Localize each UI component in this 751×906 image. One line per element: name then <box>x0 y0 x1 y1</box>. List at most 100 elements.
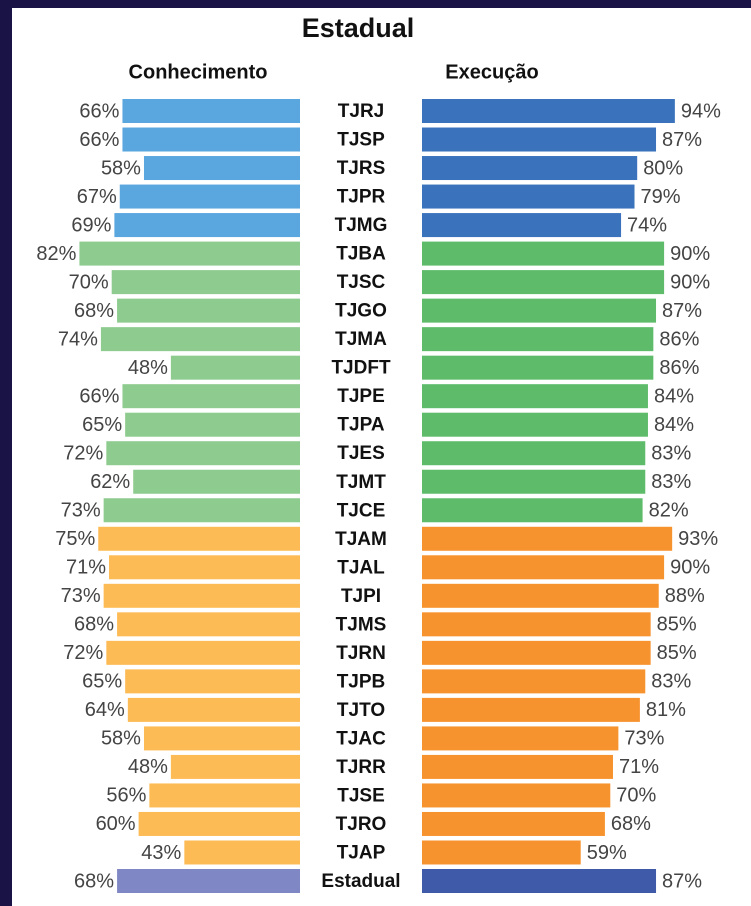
value-label: 85% <box>657 614 697 636</box>
category-label: TJMA <box>335 329 387 350</box>
value-label: 65% <box>82 671 122 693</box>
category-label: TJRS <box>337 158 386 179</box>
bar <box>422 127 657 152</box>
value-label: 69% <box>71 214 111 236</box>
bar <box>103 583 300 608</box>
bar <box>422 441 646 466</box>
category-label: TJRR <box>336 757 386 778</box>
bar <box>422 669 646 694</box>
bar <box>117 298 300 323</box>
value-label: 48% <box>128 756 168 778</box>
bar <box>422 384 648 409</box>
bar <box>106 441 300 466</box>
category-label: TJSP <box>337 130 385 151</box>
category-label: TJPE <box>337 386 385 407</box>
value-label: 90% <box>670 271 710 293</box>
bar <box>422 612 651 637</box>
value-label: 86% <box>659 357 699 379</box>
bar <box>103 498 300 523</box>
category-label: TJCE <box>337 500 386 521</box>
category-label: TJAM <box>335 529 387 550</box>
bar <box>138 811 300 836</box>
value-label: 74% <box>58 328 98 350</box>
bar <box>422 583 659 608</box>
category-label: TJMG <box>335 215 388 236</box>
bar <box>422 640 651 665</box>
value-label: 71% <box>66 557 106 579</box>
category-label: TJRJ <box>338 101 384 122</box>
value-label: 86% <box>659 328 699 350</box>
value-label: 73% <box>624 728 664 750</box>
bar <box>422 412 648 437</box>
value-label: 70% <box>616 785 656 807</box>
value-label: 68% <box>611 813 651 835</box>
value-label: 83% <box>651 443 691 465</box>
category-label: TJDFT <box>331 358 391 379</box>
bar <box>149 783 300 808</box>
bar <box>422 99 675 123</box>
bar <box>111 270 300 295</box>
category-label: TJAC <box>336 728 386 749</box>
bar <box>422 241 665 266</box>
bar <box>422 298 657 323</box>
category-label: TJRO <box>336 814 387 835</box>
category-label: TJPR <box>337 187 386 208</box>
series-header: Conhecimento <box>129 61 268 83</box>
value-label: 82% <box>649 500 689 522</box>
bar <box>117 869 300 893</box>
bar <box>127 697 300 722</box>
value-label: 87% <box>662 129 702 151</box>
value-label: 90% <box>670 243 710 265</box>
bar <box>422 327 654 352</box>
bar <box>422 840 581 865</box>
bar <box>422 498 643 523</box>
value-label: 58% <box>101 157 141 179</box>
value-label: 59% <box>587 842 627 864</box>
category-label: TJES <box>337 443 385 464</box>
category-label: TJGO <box>335 301 387 322</box>
chart-title: Estadual <box>302 13 415 43</box>
value-label: 68% <box>74 614 114 636</box>
bar <box>422 697 640 722</box>
value-label: 90% <box>670 557 710 579</box>
value-label: 58% <box>101 728 141 750</box>
bar <box>422 270 665 295</box>
category-label: TJSC <box>337 272 386 293</box>
bar <box>422 355 654 380</box>
bar <box>122 127 301 152</box>
bar <box>422 869 657 893</box>
category-label: TJPI <box>341 586 381 607</box>
value-label: 88% <box>665 585 705 607</box>
bar <box>422 156 638 181</box>
bar <box>422 783 611 808</box>
value-label: 93% <box>678 528 718 550</box>
value-label: 62% <box>90 471 130 493</box>
bar <box>422 811 605 836</box>
value-label: 66% <box>79 129 119 151</box>
bar <box>119 184 301 209</box>
bar <box>422 469 646 494</box>
category-label: TJBA <box>336 244 386 265</box>
bar <box>143 156 300 181</box>
value-label: 73% <box>61 585 101 607</box>
value-label: 82% <box>36 243 76 265</box>
value-label: 66% <box>79 385 119 407</box>
value-label: 94% <box>681 100 721 122</box>
category-label: TJTO <box>337 700 385 721</box>
value-label: 48% <box>128 357 168 379</box>
bar <box>122 384 301 409</box>
bar <box>106 640 300 665</box>
category-label: TJMT <box>336 472 386 493</box>
value-label: 84% <box>654 385 694 407</box>
value-label: 80% <box>643 157 683 179</box>
bar <box>114 213 300 238</box>
category-label: TJPB <box>337 671 386 692</box>
series-header: Execução <box>445 61 538 83</box>
bar <box>422 526 673 551</box>
value-label: 65% <box>82 414 122 436</box>
category-label: TJPA <box>337 415 384 436</box>
bar <box>125 669 301 694</box>
value-label: 84% <box>654 414 694 436</box>
value-label: 74% <box>627 214 667 236</box>
